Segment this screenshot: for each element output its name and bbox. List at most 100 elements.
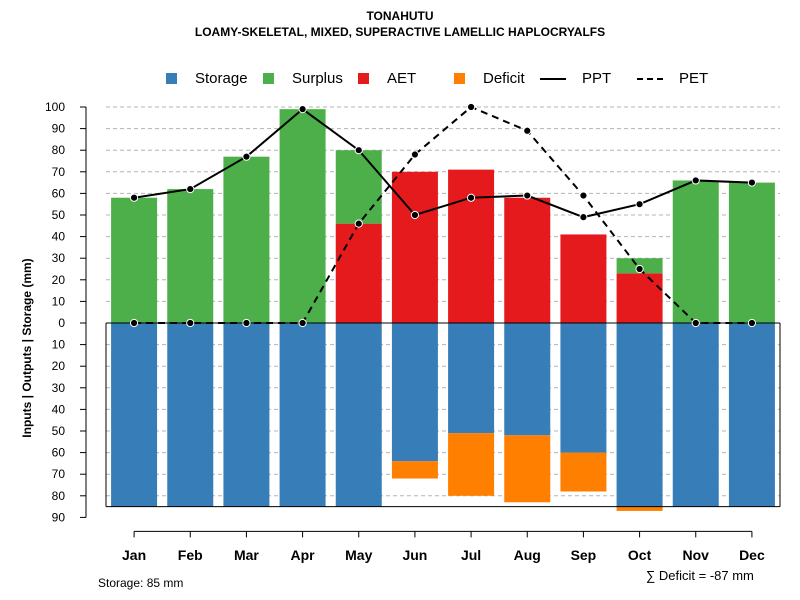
legend-ppt: PPT [540,70,611,87]
x-tick-label: Apr [291,547,316,563]
x-tick-label: Nov [683,547,710,563]
pet-point [129,318,139,328]
aet-bar [448,169,495,323]
deficit-bar [391,461,438,479]
x-tick-label: Sep [571,547,597,563]
legend-aet: AET [358,70,416,87]
legend-aet-swatch [358,73,369,84]
y-tick-label: 80 [52,143,66,157]
aet-bar [616,273,663,323]
y-tick-label: 60 [52,446,66,460]
x-tick-label: May [345,547,372,563]
x-tick-label: Mar [234,547,259,563]
surplus-bar [167,189,214,323]
storage-bar [448,323,495,434]
storage-bar [111,323,158,507]
ppt-line [133,107,752,219]
ppt-point [523,191,532,200]
pet-point [579,191,588,200]
aet-bar [504,197,551,323]
storage-bar [672,323,719,507]
storage-bar [616,323,663,507]
ppt-point [298,105,307,114]
aet-bar [560,234,607,323]
ppt-point [186,184,195,194]
pet-point [466,102,476,112]
surplus-bar [223,156,270,323]
deficit-bar [504,435,551,503]
pet-point [691,318,700,328]
chart-title: TONAHUTU [366,9,434,23]
x-tick-label: Oct [628,547,652,563]
y-tick-label: 40 [52,402,66,416]
y-tick-label: 40 [52,230,66,244]
aet-bar [391,171,438,323]
pet-point [635,264,644,274]
y-tick-label: 60 [52,186,66,200]
x-tick-label: Jan [122,547,146,563]
surplus-bar [728,182,775,323]
deficit-bar [616,506,663,511]
legend-surplus-label: Surplus [292,70,343,87]
y-tick-label: 90 [52,510,66,524]
y-tick-label: 20 [52,359,66,373]
surplus-bar [279,109,326,323]
pet-point [242,318,251,328]
y-tick-label: 100 [45,100,65,114]
x-tick-label: Jun [402,547,427,563]
legend-pet-line [637,77,663,80]
x-tick-label: Aug [514,547,541,563]
pet-line [134,105,752,324]
y-tick-label: 30 [52,381,66,395]
legend: Storage Surplus AET Deficit PPT PET [0,70,800,90]
pet-point [747,318,757,328]
legend-surplus-swatch [263,73,274,84]
ppt-point [579,213,588,222]
legend-deficit: Deficit [454,70,525,87]
y-tick-label: 50 [52,424,66,438]
ppt-point [410,210,420,220]
legend-storage: Storage [166,70,248,87]
y-tick-label: 0 [58,316,65,330]
y-tick-label: 30 [52,251,66,265]
pet-point [354,219,363,228]
legend-deficit-swatch [454,73,465,84]
surplus-bar [335,150,382,224]
legend-storage-swatch [166,73,177,84]
deficit-note: ∑ Deficit = -87 mm [646,568,754,583]
chart-subtitle: LOAMY-SKELETAL, MIXED, SUPERACTIVE LAMEL… [194,25,606,39]
surplus-bar [672,180,719,323]
x-tick-label: Jul [461,547,481,563]
x-tick-label: Dec [739,547,765,563]
storage-bar [167,323,214,507]
pet-point [523,126,532,135]
storage-bar [504,323,551,436]
ppt-point [242,152,251,161]
storage-bar [223,323,270,507]
y-tick-label: 80 [52,489,66,503]
aet-bar [335,223,382,323]
x-tick-label: Feb [178,547,203,563]
y-tick-label: 10 [52,338,66,352]
surplus-bar [111,197,158,323]
storage-bar [391,323,438,462]
pet-point [186,318,195,328]
y-tick-label: 10 [52,294,66,308]
y-tick-label: 20 [52,273,66,287]
ppt-point [691,176,700,185]
ppt-point [354,146,363,155]
ppt-point [747,178,757,187]
legend-ppt-label: PPT [582,70,612,87]
storage-bar [560,323,607,453]
storage-note: Storage: 85 mm [98,576,184,590]
legend-aet-label: AET [387,70,417,87]
pet-point [298,318,307,328]
pet-point [410,150,420,159]
legend-storage-label: Storage [195,70,248,87]
legend-deficit-label: Deficit [483,70,525,87]
legend-surplus: Surplus [263,70,343,87]
deficit-bar [560,452,607,492]
deficit-bar [448,433,495,496]
y-tick-label: 50 [52,208,66,222]
legend-ppt-line [540,77,566,80]
